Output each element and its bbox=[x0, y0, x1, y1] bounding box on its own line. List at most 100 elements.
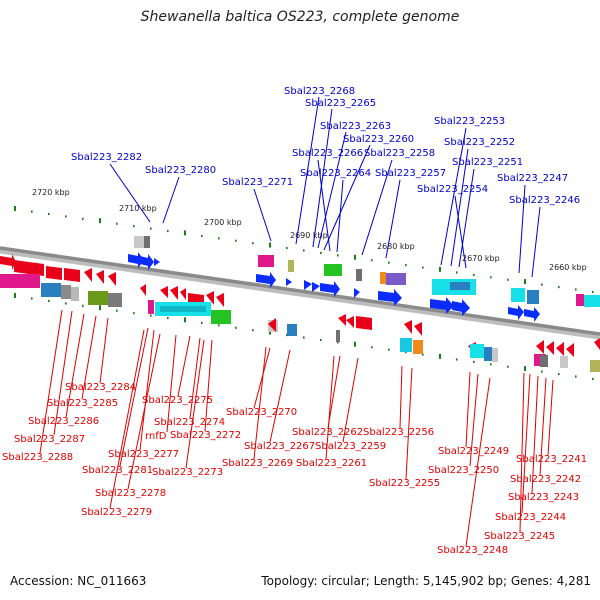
gene-arrow bbox=[216, 293, 224, 307]
tick-mark bbox=[133, 225, 135, 228]
tick-mark bbox=[167, 316, 169, 320]
tick-mark bbox=[439, 353, 441, 359]
tick-mark bbox=[184, 230, 186, 236]
backbone-line bbox=[0, 246, 600, 336]
top-gene-labels: Sbal223_2268 Sbal223_2265 Sbal223_2263 S… bbox=[71, 86, 580, 206]
tick-mark bbox=[456, 358, 458, 361]
gene-label: Sbal223_2246 bbox=[509, 195, 580, 206]
tick-mark bbox=[133, 312, 135, 315]
gene-box bbox=[492, 348, 498, 362]
leader-line bbox=[204, 339, 213, 432]
kbp-label: 2710 kbp bbox=[119, 204, 157, 213]
tick-mark bbox=[575, 375, 577, 378]
kbp-label: 2660 kbp bbox=[549, 263, 587, 272]
gene-arrow bbox=[268, 318, 276, 332]
gene-label: Sbal223_2259 bbox=[315, 441, 386, 452]
gene-box bbox=[540, 355, 548, 367]
leader-line bbox=[539, 377, 547, 476]
gene-label: Sbal223_2271 bbox=[222, 177, 293, 188]
leader-line bbox=[531, 375, 539, 494]
gene-arrow bbox=[346, 316, 354, 328]
tick-mark bbox=[473, 273, 475, 276]
tick-mark bbox=[422, 353, 424, 356]
gene-box bbox=[400, 338, 412, 352]
gene-label: Sbal223_2250 bbox=[428, 465, 499, 476]
tick-mark bbox=[405, 351, 407, 354]
tick-mark bbox=[82, 304, 84, 307]
leader-line bbox=[518, 184, 526, 274]
tick-mark bbox=[354, 254, 356, 260]
gene-arrow bbox=[286, 278, 292, 286]
gene-label: Sbal223_2264 bbox=[300, 168, 371, 179]
gene-label: Sbal223_2252 bbox=[444, 137, 515, 148]
gene-arrow bbox=[154, 258, 160, 266]
gene-box bbox=[258, 255, 274, 267]
gene-arrow bbox=[206, 291, 214, 305]
leader-line bbox=[295, 96, 320, 245]
leader-line bbox=[458, 168, 475, 268]
gene-arrow bbox=[96, 270, 104, 284]
tick-mark bbox=[201, 321, 203, 325]
leader-line bbox=[253, 188, 272, 242]
gene-arrow bbox=[404, 320, 412, 334]
gene-arrow bbox=[354, 288, 360, 298]
backbone-shadow bbox=[0, 246, 600, 340]
gene-label: rnfD bbox=[145, 431, 167, 442]
top-leader-lines bbox=[109, 96, 541, 278]
leader-line bbox=[39, 309, 63, 454]
gene-box bbox=[88, 291, 108, 305]
gene-label: Sbal223_2263 bbox=[320, 121, 391, 132]
tick-mark bbox=[303, 336, 305, 339]
leader-line bbox=[521, 373, 531, 514]
gene-label: Sbal223_2267 bbox=[244, 441, 315, 452]
gene-label: Sbal223_2242 bbox=[510, 474, 581, 485]
tick-mark bbox=[31, 210, 33, 213]
gene-label: Sbal223_2268 bbox=[284, 86, 355, 97]
gene-arrow bbox=[508, 305, 524, 320]
kbp-label: 2700 kbp bbox=[204, 218, 242, 227]
tick-mark bbox=[99, 305, 101, 311]
tick-mark bbox=[201, 234, 203, 238]
tick-mark bbox=[456, 271, 458, 274]
tick-mark bbox=[371, 346, 373, 349]
gene-box bbox=[511, 288, 525, 302]
gene-box bbox=[484, 347, 492, 361]
leader-line bbox=[465, 371, 471, 448]
gene-arrow bbox=[378, 289, 402, 306]
leader-line bbox=[465, 377, 491, 547]
gene-label: Sbal223_2279 bbox=[81, 507, 152, 518]
gene-label: Sbal223_2273 bbox=[152, 467, 223, 478]
leader-line bbox=[162, 176, 180, 224]
leader-line bbox=[440, 127, 467, 266]
gene-label: Sbal223_2278 bbox=[95, 488, 166, 499]
tick-mark bbox=[82, 217, 84, 220]
tick-mark bbox=[65, 302, 67, 305]
leader-line bbox=[454, 195, 467, 269]
gene-box bbox=[160, 306, 206, 312]
gene-label: Sbal223_2254 bbox=[417, 184, 488, 195]
gene-label: Sbal223_2286 bbox=[28, 416, 99, 427]
gene-label: Sbal223_2269 bbox=[222, 458, 293, 469]
leader-line bbox=[325, 355, 335, 460]
tick-mark bbox=[269, 329, 271, 335]
tick-mark bbox=[388, 261, 390, 264]
gene-arrow bbox=[338, 314, 346, 326]
leader-line bbox=[253, 346, 267, 460]
gene-arrow bbox=[108, 272, 116, 286]
tick-mark bbox=[337, 254, 339, 257]
leader-line bbox=[81, 315, 97, 400]
tick-mark bbox=[405, 264, 407, 267]
leader-line bbox=[399, 365, 403, 429]
gene-label: Sbal223_2270 bbox=[226, 407, 297, 418]
tick-mark bbox=[541, 283, 543, 286]
leader-line bbox=[119, 327, 149, 467]
tick-mark bbox=[31, 297, 33, 300]
bottom-leader-lines bbox=[39, 309, 554, 547]
gene-box bbox=[61, 285, 71, 299]
tick-mark bbox=[388, 348, 390, 351]
gene-arrow bbox=[46, 266, 62, 280]
tick-mark bbox=[65, 215, 67, 218]
leader-line bbox=[336, 179, 344, 253]
gene-box bbox=[450, 282, 470, 290]
